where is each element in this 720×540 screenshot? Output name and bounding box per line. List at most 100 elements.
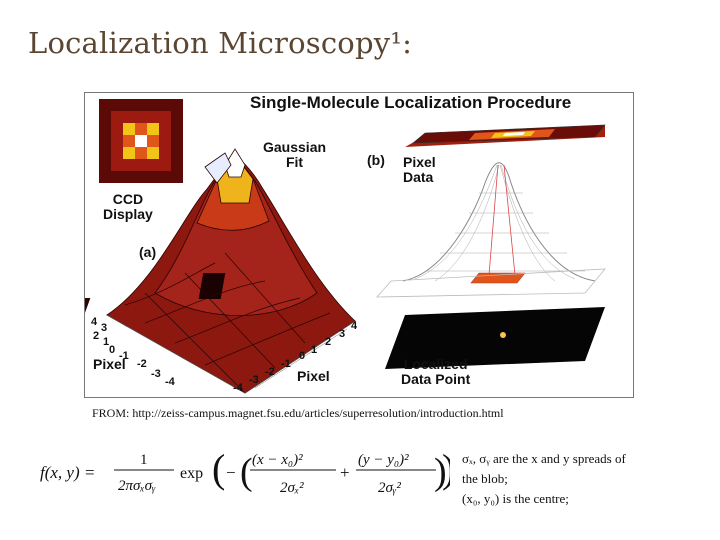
ccd-pixel (99, 171, 111, 183)
ccd-pixel (147, 171, 159, 183)
tick-right-5: 1 (311, 344, 317, 356)
ccd-pixel (99, 99, 111, 111)
ccd-pixel (123, 123, 135, 135)
tick-left-5: -1 (119, 350, 129, 362)
axis-ticks-right: -4 -3 -2 -1 0 1 2 3 4 (233, 320, 358, 394)
ccd-pixel-grid (99, 99, 183, 183)
ccd-pixel (135, 135, 147, 147)
ccd-pixel (159, 171, 171, 183)
tick-left-3: 1 (103, 336, 109, 348)
gaussian-mesh (376, 162, 606, 298)
label-ccd-line1: CCD (112, 191, 144, 207)
ccd-pixel (159, 123, 171, 135)
formula-graphic: f(x, y) = 1 2πσₓσᵧ exp ( − ( (x − x₀)² 2… (40, 446, 455, 496)
tick-right-2: -2 (265, 366, 275, 378)
ccd-pixel (111, 99, 123, 111)
axis-ticks-left: 4 3 2 1 0 -1 -2 -3 -4 (91, 316, 176, 388)
localized-data-plane (385, 307, 605, 369)
note-line-2: the blob; (462, 471, 508, 486)
ccd-pixel (135, 111, 147, 123)
paren-open-inner: ( (240, 451, 253, 493)
figure-title: Single-Molecule Localization Procedure (250, 93, 572, 112)
tick-left-1: 3 (101, 322, 107, 334)
ccd-pixel (123, 111, 135, 123)
ccd-pixel (171, 135, 183, 147)
slide-title: Localization Microscopy¹: (28, 26, 413, 60)
ccd-pixel (123, 159, 135, 171)
ccd-pixel (111, 123, 123, 135)
formula-numerator: 1 (140, 452, 148, 468)
ccd-pixel (159, 111, 171, 123)
ccd-pixel (159, 135, 171, 147)
ccd-pixel (147, 135, 159, 147)
ccd-pixel (135, 159, 147, 171)
formula-notes: σₓ, σᵧ are the x and y spreads of the bl… (462, 449, 682, 509)
formula-exp: exp (180, 465, 203, 482)
paren-open-outer: ( (212, 446, 225, 491)
ccd-pixel (147, 147, 159, 159)
formula-term2-numerator: (y − y₀)² (358, 452, 409, 468)
ccd-pixel (147, 111, 159, 123)
label-ccd-display: CCD Display (103, 192, 153, 222)
ccd-pixel (159, 99, 171, 111)
paren-close-inner: ) (434, 451, 447, 493)
ccd-pixel (99, 111, 111, 123)
ccd-pixel (123, 99, 135, 111)
tick-left-4: 0 (109, 344, 115, 356)
formula-term2-denominator: 2σᵧ² (378, 480, 401, 496)
tick-right-8: 4 (351, 320, 358, 332)
label-panel-a: (a) (139, 244, 157, 260)
ccd-pixel (135, 171, 147, 183)
ccd-pixel (111, 171, 123, 183)
label-pixel-data: Pixel Data (403, 155, 436, 185)
gaussian-formula: f(x, y) = 1 2πσₓσᵧ exp ( − ( (x − x₀)² 2… (40, 440, 455, 510)
gaussian-surface (85, 148, 356, 394)
tick-left-8: -4 (165, 376, 176, 388)
ccd-pixel (135, 147, 147, 159)
label-ccd-line2: Display (103, 206, 153, 222)
ccd-pixel (147, 123, 159, 135)
ccd-pixel (135, 99, 147, 111)
tick-left-2: 2 (93, 330, 99, 342)
ccd-pixel (123, 135, 135, 147)
gaussian-plot-graphics: 4 3 2 1 0 -1 -2 -3 -4 -4 -3 -2 -1 0 1 2 … (85, 124, 606, 394)
label-gaussian-fit-line2: Fit (285, 154, 304, 170)
localization-figure: 4 3 2 1 0 -1 -2 -3 -4 -4 -3 -2 -1 0 1 2 … (84, 92, 634, 398)
tick-right-1: -3 (249, 374, 259, 386)
ccd-pixel (159, 147, 171, 159)
tick-right-3: -1 (281, 358, 291, 370)
label-gaussian-fit: Gaussian Fit (263, 140, 326, 170)
ccd-pixel (159, 159, 171, 171)
formula-plus: + (340, 463, 350, 482)
label-axis-pixel-left: Pixel (93, 356, 126, 372)
ccd-pixel (123, 147, 135, 159)
tick-right-7: 3 (339, 328, 345, 340)
formula-denominator: 2πσₓσᵧ (118, 478, 156, 494)
note-line-1: σₓ, σᵧ are the x and y spreads of (462, 451, 626, 466)
ccd-pixel (111, 111, 123, 123)
tick-left-7: -3 (151, 368, 161, 380)
ccd-pixel (147, 99, 159, 111)
label-panel-b: (b) (367, 152, 385, 168)
formula-term1-numerator: (x − x₀)² (252, 452, 303, 468)
paren-close-outer: ) (442, 446, 450, 491)
label-localized-line1: Localized (403, 356, 468, 372)
ccd-pixel (171, 111, 183, 123)
ccd-pixel (111, 135, 123, 147)
tick-right-0: -4 (233, 382, 244, 394)
ccd-pixel (123, 171, 135, 183)
note-line-3: (x₀, y₀) is the centre; (462, 491, 569, 506)
minus-sign: − (226, 463, 236, 482)
ccd-pixel (171, 159, 183, 171)
ccd-pixel (135, 123, 147, 135)
ccd-pixel (99, 147, 111, 159)
ccd-pixel (171, 123, 183, 135)
ccd-pixel (171, 171, 183, 183)
source-citation: FROM: http://zeiss-campus.magnet.fsu.edu… (92, 406, 504, 420)
ccd-pixel (99, 159, 111, 171)
label-gaussian-fit-line1: Gaussian (263, 139, 327, 155)
formula-term1-denominator: 2σₓ² (280, 480, 304, 496)
ccd-pixel (99, 123, 111, 135)
ccd-pixel (171, 99, 183, 111)
tick-left-6: -2 (137, 358, 147, 370)
